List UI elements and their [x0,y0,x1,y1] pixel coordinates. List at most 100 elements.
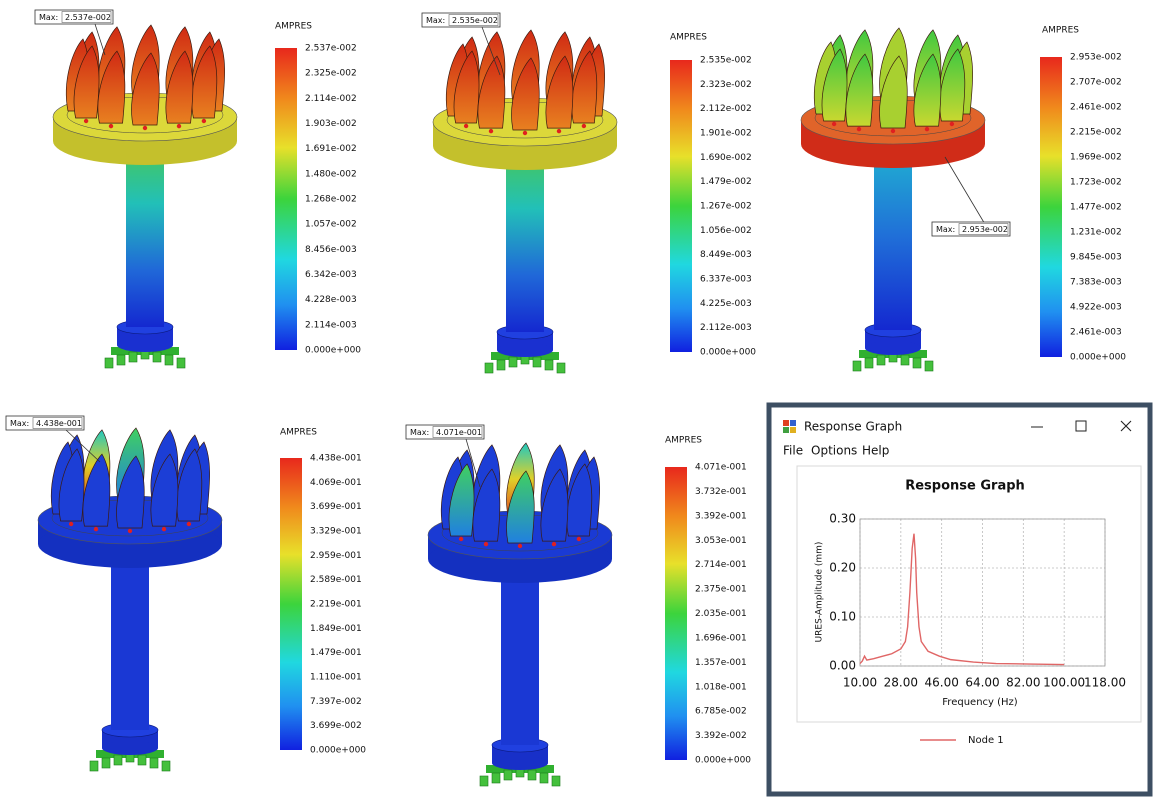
flange-bottom [492,756,548,770]
colorbar-label: 2.589e-001 [310,575,362,585]
colorbar-label: 1.477e-002 [1070,203,1122,213]
colorbar-label: 1.901e-002 [700,129,752,139]
colorbar-label: 3.392e-001 [695,511,747,521]
colorbar [665,467,687,760]
colorbar-label: 8.449e-003 [700,250,752,260]
fixture [138,755,146,765]
y-axis-label: URES-Amplitude (mm) [815,542,825,643]
menu-item[interactable]: File [783,444,803,458]
fixture [865,358,873,368]
max-prefix: Max: [10,419,29,428]
colorbar-unit: AMPRES [1042,26,1079,36]
colorbar-label: 1.267e-002 [700,202,752,212]
fixture [102,758,110,768]
colorbar-label: 4.228e-003 [305,295,357,305]
app-icon [790,427,796,433]
colorbar-label: 4.071e-001 [695,463,747,473]
fixture [485,363,493,373]
pin [187,522,191,526]
fixture [162,761,170,771]
pin [925,127,929,131]
colorbar-label: 3.329e-001 [310,527,362,537]
fixture [925,361,933,371]
pin [202,119,206,123]
pin [69,522,73,526]
menu-item[interactable]: Options [811,444,857,458]
colorbar-label: 0.000e+000 [1070,353,1126,363]
max-value: 2.535e-002 [452,16,498,25]
blade [192,46,217,118]
x-tick-label: 82.00 [1006,676,1040,690]
y-tick-label: 0.00 [829,659,856,673]
fixture [90,761,98,771]
colorbar-unit: AMPRES [280,428,317,438]
colorbar-label: 3.053e-001 [695,536,747,546]
y-tick-label: 0.20 [829,561,856,575]
fixture [545,360,553,370]
fixture [557,363,565,373]
pin [162,527,166,531]
colorbar-label: 1.903e-002 [305,119,357,129]
fixture [901,355,909,365]
colorbar-label: 3.732e-001 [695,487,747,497]
screenshot: AMPRES2.537e-0022.325e-0022.114e-0021.90… [0,0,1153,797]
colorbar-label: 2.953e-002 [1070,53,1122,63]
pin [489,129,493,133]
fixture [877,355,885,365]
max-value: 4.071e-001 [436,428,482,437]
fixture [540,773,548,783]
pin [857,127,861,131]
colorbar-label: 2.461e-002 [1070,103,1122,113]
fixture [129,352,137,362]
colorbar-label: 6.342e-003 [305,270,357,280]
x-tick-label: 28.00 [884,676,918,690]
max-value: 2.537e-002 [65,13,111,22]
pin [459,537,463,541]
pin [128,529,132,533]
colorbar-label: 0.000e+000 [695,756,751,766]
fixture [480,776,488,786]
colorbar-label: 2.535e-002 [700,56,752,66]
max-value: 2.953e-002 [962,225,1008,234]
colorbar-label: 1.479e-001 [310,648,362,658]
colorbar-label: 1.690e-002 [700,153,752,163]
y-tick-label: 0.30 [829,512,856,526]
menu-item[interactable]: Help [862,444,889,458]
colorbar-label: 7.383e-003 [1070,278,1122,288]
blade [567,464,592,536]
colorbar-label: 2.375e-001 [695,585,747,595]
colorbar [670,60,692,352]
colorbar-label: 6.337e-003 [700,275,752,285]
pin [832,122,836,126]
fixture [853,361,861,371]
colorbar-label: 2.325e-002 [305,69,357,79]
colorbar-label: 1.056e-002 [700,226,752,236]
blade [177,449,202,521]
colorbar-unit: AMPRES [275,22,312,32]
legend-label: Node 1 [968,735,1004,746]
colorbar-label: 8.456e-003 [305,245,357,255]
pin [891,129,895,133]
colorbar-label: 4.069e-001 [310,478,362,488]
colorbar-label: 2.219e-001 [310,600,362,610]
y-tick-label: 0.10 [829,610,856,624]
colorbar-unit: AMPRES [665,436,702,446]
app-icon [783,420,789,426]
colorbar-label: 2.114e-003 [305,320,357,330]
colorbar-label: 1.057e-002 [305,220,357,230]
colorbar-label: 2.461e-003 [1070,328,1122,338]
shaft [126,137,164,327]
colorbar-label: 1.231e-002 [1070,228,1122,238]
colorbar-label: 0.000e+000 [310,746,366,756]
colorbar-label: 2.707e-002 [1070,78,1122,88]
colorbar-label: 4.438e-001 [310,454,362,464]
fixture [165,355,173,365]
colorbar-label: 1.696e-001 [695,633,747,643]
colorbar-label: 1.480e-002 [305,169,357,179]
colorbar-label: 1.268e-002 [305,195,357,205]
pin [552,542,556,546]
shaft [506,142,544,332]
pin [84,119,88,123]
colorbar [275,48,297,350]
fixture [150,758,158,768]
